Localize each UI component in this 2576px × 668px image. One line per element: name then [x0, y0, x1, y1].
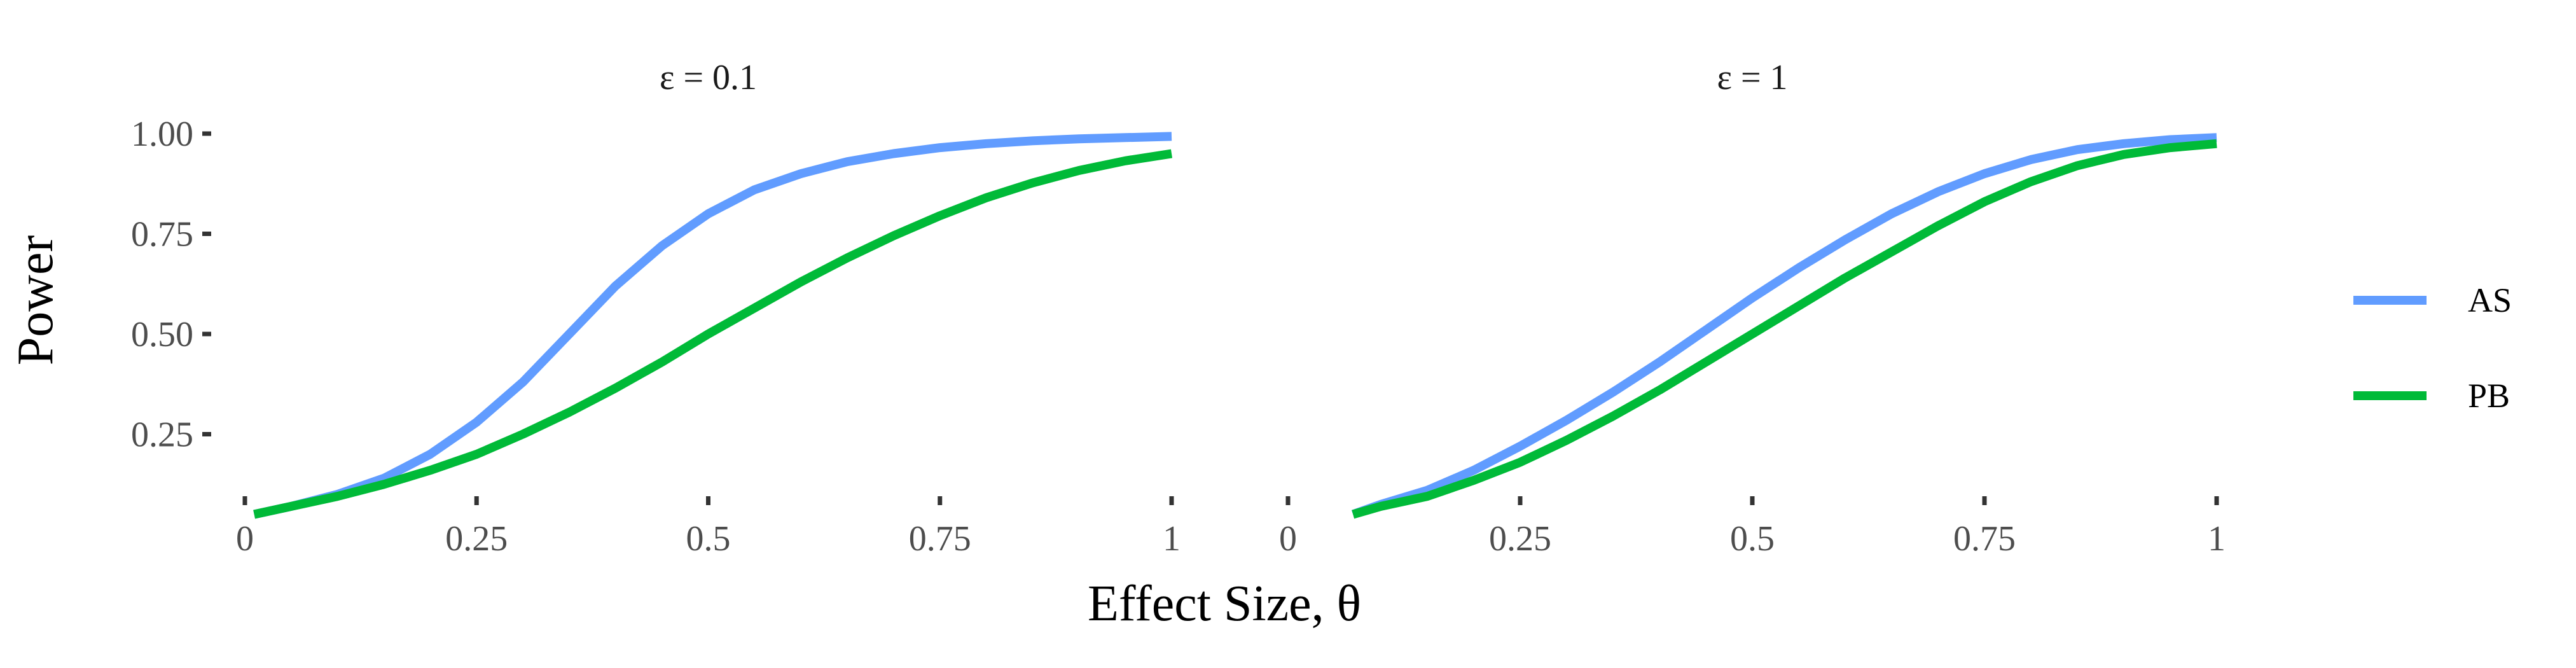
- x-axis: 0 0.25 0.5 0.75 1: [1279, 496, 2226, 559]
- panel-1: ε = 0.1 0 0.25 0.5 0.75 1: [236, 58, 1181, 559]
- panel-2: ε = 1 0 0.25 0.5 0.75 1: [1279, 58, 2226, 559]
- x-tick-label: 0: [1279, 519, 1297, 559]
- x-tick-label: 0: [236, 519, 254, 559]
- legend-label: AS: [2468, 281, 2512, 319]
- legend: AS PB: [2353, 281, 2512, 415]
- panel-strip-label: ε = 0.1: [660, 58, 757, 97]
- x-axis: 0 0.25 0.5 0.75 1: [236, 496, 1181, 559]
- legend-item-pb: PB: [2353, 377, 2510, 415]
- y-axis: 0.25 0.50 0.75 1.00: [131, 115, 211, 455]
- x-tick-label: 0.5: [1730, 519, 1775, 559]
- series-line-pb: [1352, 139, 2217, 519]
- x-tick-label: 0.25: [445, 519, 508, 559]
- series-line-as: [253, 132, 1172, 519]
- x-tick-label: 0.5: [686, 519, 731, 559]
- y-tick-label: 0.50: [131, 315, 193, 354]
- x-tick-label: 0.75: [909, 519, 971, 559]
- x-tick-label: 1: [1163, 519, 1181, 559]
- series-line-as: [1351, 133, 2217, 519]
- y-axis-title: Power: [8, 235, 64, 365]
- x-tick-label: 1: [2208, 519, 2226, 559]
- panels: 0.250.500.751.00ε = 0.10 0.25 0.5 0.75 1ε = …: [131, 58, 2226, 559]
- legend-item-as: AS: [2353, 281, 2512, 319]
- legend-label: PB: [2468, 377, 2510, 415]
- x-tick-label: 0.25: [1489, 519, 1551, 559]
- y-tick-label: 0.75: [131, 215, 193, 254]
- series-line-pb: [253, 149, 1173, 519]
- y-tick-label: 1.00: [131, 115, 193, 154]
- x-axis-title: Effect Size, θ: [1088, 576, 1361, 632]
- x-tick-label: 0.75: [1953, 519, 2016, 559]
- y-tick-label: 0.25: [131, 415, 193, 455]
- panel-strip-label: ε = 1: [1717, 58, 1787, 97]
